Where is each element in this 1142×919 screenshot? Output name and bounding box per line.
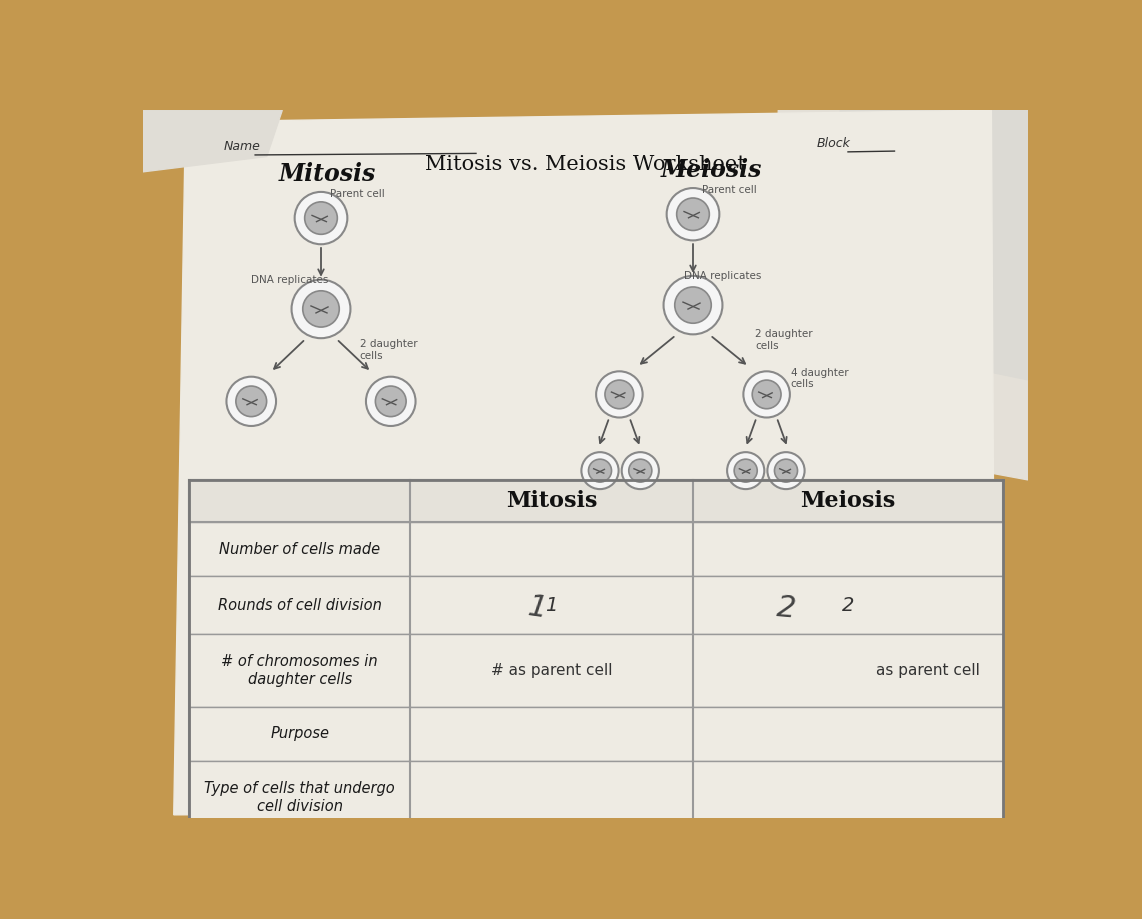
Polygon shape	[778, 110, 1028, 480]
Text: Rounds of cell division: Rounds of cell division	[218, 597, 381, 612]
Circle shape	[226, 377, 276, 426]
Circle shape	[727, 452, 764, 489]
Text: 2 daughter
cells: 2 daughter cells	[360, 339, 417, 361]
Circle shape	[376, 386, 407, 416]
Text: # as parent cell: # as parent cell	[491, 663, 612, 678]
Circle shape	[305, 202, 337, 234]
Bar	[190, 634, 1003, 707]
Circle shape	[596, 371, 643, 417]
Text: DNA replicates: DNA replicates	[251, 275, 329, 285]
Bar	[190, 480, 1003, 834]
Text: # of chromosomes in
daughter cells: # of chromosomes in daughter cells	[222, 654, 378, 686]
Circle shape	[581, 452, 619, 489]
Text: Meiosis: Meiosis	[801, 490, 895, 512]
Text: 1: 1	[525, 593, 549, 624]
Bar	[190, 522, 1003, 576]
Bar	[190, 576, 1003, 634]
Bar	[190, 480, 1003, 522]
Bar	[190, 761, 1003, 834]
Circle shape	[605, 380, 634, 409]
Text: DNA replicates: DNA replicates	[684, 271, 761, 281]
Circle shape	[365, 377, 416, 426]
Text: Name: Name	[224, 141, 262, 153]
Text: Parent cell: Parent cell	[702, 185, 757, 195]
Text: 4 daughter
cells: 4 daughter cells	[790, 368, 849, 390]
Circle shape	[667, 188, 719, 241]
Text: Purpose: Purpose	[271, 727, 329, 742]
Circle shape	[664, 276, 723, 335]
Circle shape	[236, 386, 266, 416]
Bar	[190, 707, 1003, 761]
Circle shape	[295, 192, 347, 244]
Circle shape	[743, 371, 790, 417]
Text: 1: 1	[546, 596, 557, 615]
Circle shape	[774, 460, 797, 482]
Text: Block: Block	[817, 137, 851, 150]
Text: as parent cell: as parent cell	[876, 663, 980, 678]
Polygon shape	[143, 110, 282, 172]
Text: Number of cells made: Number of cells made	[219, 541, 380, 557]
Circle shape	[753, 380, 781, 409]
Text: Mitosis: Mitosis	[506, 490, 597, 512]
Text: Mitosis: Mitosis	[279, 162, 376, 187]
Circle shape	[303, 290, 339, 327]
Text: 2: 2	[775, 593, 797, 623]
Polygon shape	[174, 110, 995, 815]
Text: 2: 2	[842, 596, 854, 615]
Circle shape	[734, 460, 757, 482]
Circle shape	[767, 452, 805, 489]
Circle shape	[675, 287, 711, 323]
Circle shape	[621, 452, 659, 489]
Text: Mitosis vs. Meiosis Worksheet: Mitosis vs. Meiosis Worksheet	[425, 155, 746, 175]
Circle shape	[588, 460, 611, 482]
Circle shape	[677, 198, 709, 231]
Polygon shape	[841, 110, 1028, 380]
Circle shape	[629, 460, 652, 482]
Text: 2 daughter
cells: 2 daughter cells	[755, 329, 813, 351]
Text: Meiosis: Meiosis	[660, 158, 762, 182]
Circle shape	[291, 279, 351, 338]
Text: Parent cell: Parent cell	[330, 188, 385, 199]
Text: Type of cells that undergo
cell division: Type of cells that undergo cell division	[204, 781, 395, 813]
